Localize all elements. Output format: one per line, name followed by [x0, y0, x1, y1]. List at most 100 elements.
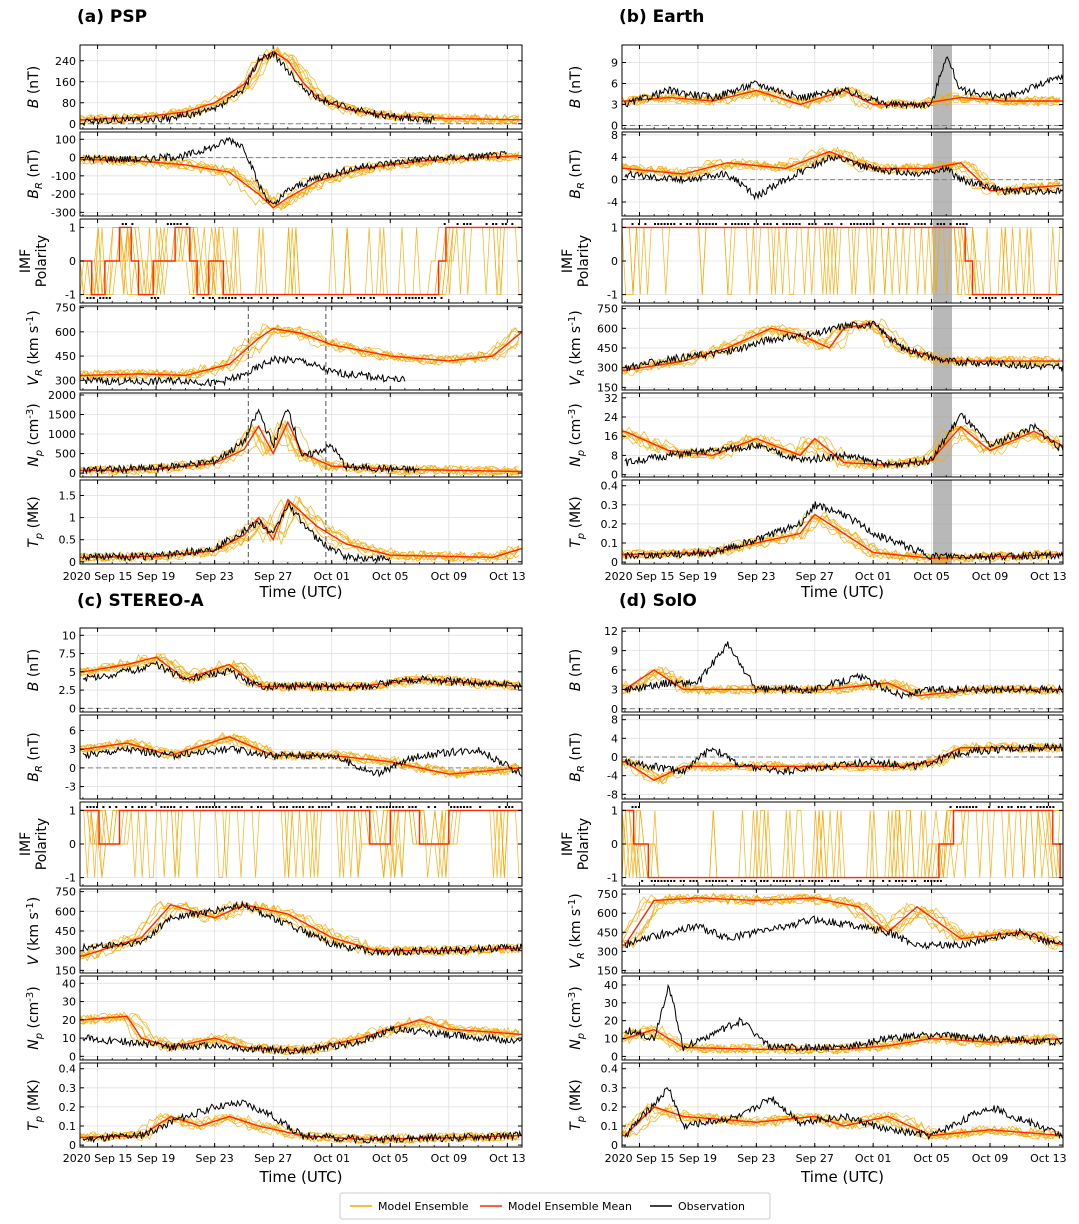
observation-point	[859, 879, 862, 882]
x-tick-label: Sep 27	[796, 1152, 834, 1165]
ensemble-line	[79, 1012, 520, 1055]
y-tick-label: 100	[55, 133, 76, 146]
y-axis-label: Np (cm-3)	[567, 986, 587, 1050]
observation-point	[657, 223, 660, 226]
observation-point	[795, 879, 798, 882]
observation-point	[260, 806, 263, 809]
observation-point	[965, 806, 968, 809]
x-tick-label: Oct 09	[972, 570, 1009, 583]
observation-point	[779, 879, 782, 882]
observation-point	[901, 879, 904, 882]
ensemble-line	[621, 88, 1061, 111]
observation-point	[888, 879, 891, 882]
observation-point	[157, 296, 160, 299]
ensemble-mean-line	[80, 1015, 523, 1052]
observation-line	[82, 1099, 523, 1145]
subplot-frame	[621, 479, 1064, 565]
y-axis-label: IMF	[560, 249, 576, 273]
observation-point	[395, 296, 398, 299]
observation-point	[1000, 296, 1003, 299]
observation-point	[89, 296, 92, 299]
y-axis-label: BR (nT)	[568, 732, 587, 781]
observation-point	[711, 879, 714, 882]
ensemble-mean-line	[80, 226, 521, 296]
y-tick-label: 0.1	[59, 1120, 77, 1133]
observation-point	[485, 223, 488, 226]
x-tick-label: Oct 05	[372, 1152, 409, 1165]
ensemble-mean-line	[80, 809, 521, 845]
observation-point	[302, 806, 305, 809]
y-tick-label: 0	[69, 838, 76, 851]
x-tick-label: Sep 19	[137, 1152, 175, 1165]
ensemble-line	[79, 498, 520, 563]
x-tick-label: 2020 Sep 15	[605, 570, 675, 583]
x-axis-title: Time (UTC)	[800, 583, 884, 601]
y-tick-label: 450	[55, 350, 76, 363]
observation-point	[1000, 806, 1003, 809]
observation-point	[144, 806, 147, 809]
subplot-2: -1 0 1 IMF Polarity	[18, 801, 523, 887]
ensemble-line	[79, 1112, 520, 1145]
observation-point	[463, 806, 466, 809]
y-axis-label: Np (cm-3)	[567, 403, 587, 467]
observation-point	[411, 296, 414, 299]
observation-point	[1017, 296, 1020, 299]
observation-point	[663, 879, 666, 882]
observation-point	[801, 879, 804, 882]
observation-point	[95, 806, 98, 809]
y-axis-label: Np (cm-3)	[25, 986, 45, 1050]
observation-point	[731, 223, 734, 226]
observation-point	[498, 806, 501, 809]
observation-point	[295, 296, 298, 299]
y-tick-label: 4	[611, 732, 618, 745]
observation-point	[898, 223, 901, 226]
y-tick-label: 0.3	[601, 1082, 619, 1095]
observation-point	[670, 879, 673, 882]
observation-line	[624, 742, 1064, 776]
ensemble-mean-line	[622, 150, 1064, 192]
x-axis-title: Time (UTC)	[259, 1168, 343, 1186]
y-tick-label: 80	[62, 97, 76, 110]
observation-point	[650, 879, 653, 882]
subplot-2: -1 0 1 IMF Polarity	[560, 218, 1064, 304]
observation-point	[170, 223, 173, 226]
observation-point	[463, 223, 466, 226]
observation-point	[743, 879, 746, 882]
observation-point	[240, 806, 243, 809]
x-tick-label: Oct 09	[972, 1152, 1009, 1165]
observation-point	[347, 806, 350, 809]
observation-point	[933, 879, 936, 882]
observation-point	[417, 296, 420, 299]
subplot-5: 0 0.1 0.2 0.3 0.4 Tp (MK)	[26, 1062, 523, 1152]
observation-point	[186, 223, 189, 226]
observation-point	[360, 806, 363, 809]
observation-point	[92, 806, 95, 809]
y-tick-label: 20	[62, 1014, 76, 1027]
observation-point	[443, 223, 446, 226]
observation-point	[840, 223, 843, 226]
ensemble-mean-line	[622, 897, 1064, 946]
y-tick-label: 10	[62, 1032, 76, 1045]
observation-line	[82, 900, 523, 957]
y-tick-label: 20	[604, 1015, 618, 1028]
y-tick-label: -3	[65, 781, 76, 794]
ensemble-mean-line	[622, 1028, 1064, 1050]
observation-point	[798, 879, 801, 882]
observation-point	[1023, 806, 1026, 809]
observation-point	[1036, 296, 1039, 299]
observation-point	[695, 879, 698, 882]
y-tick-label: 2000	[48, 389, 76, 402]
observation-point	[218, 296, 221, 299]
observation-point	[195, 806, 198, 809]
ensemble-line	[79, 900, 520, 960]
x-tick-label: Oct 01	[313, 570, 350, 583]
y-tick-label: 0	[69, 467, 76, 480]
observation-line	[624, 501, 1064, 562]
subplot-1: -300 -200 -100 0 100 BR (nT)	[26, 131, 523, 219]
y-axis-label: Polarity	[576, 235, 592, 287]
y-tick-label: 300	[597, 362, 618, 375]
observation-point	[788, 879, 791, 882]
ensemble-line	[79, 495, 520, 563]
observation-point	[179, 806, 182, 809]
